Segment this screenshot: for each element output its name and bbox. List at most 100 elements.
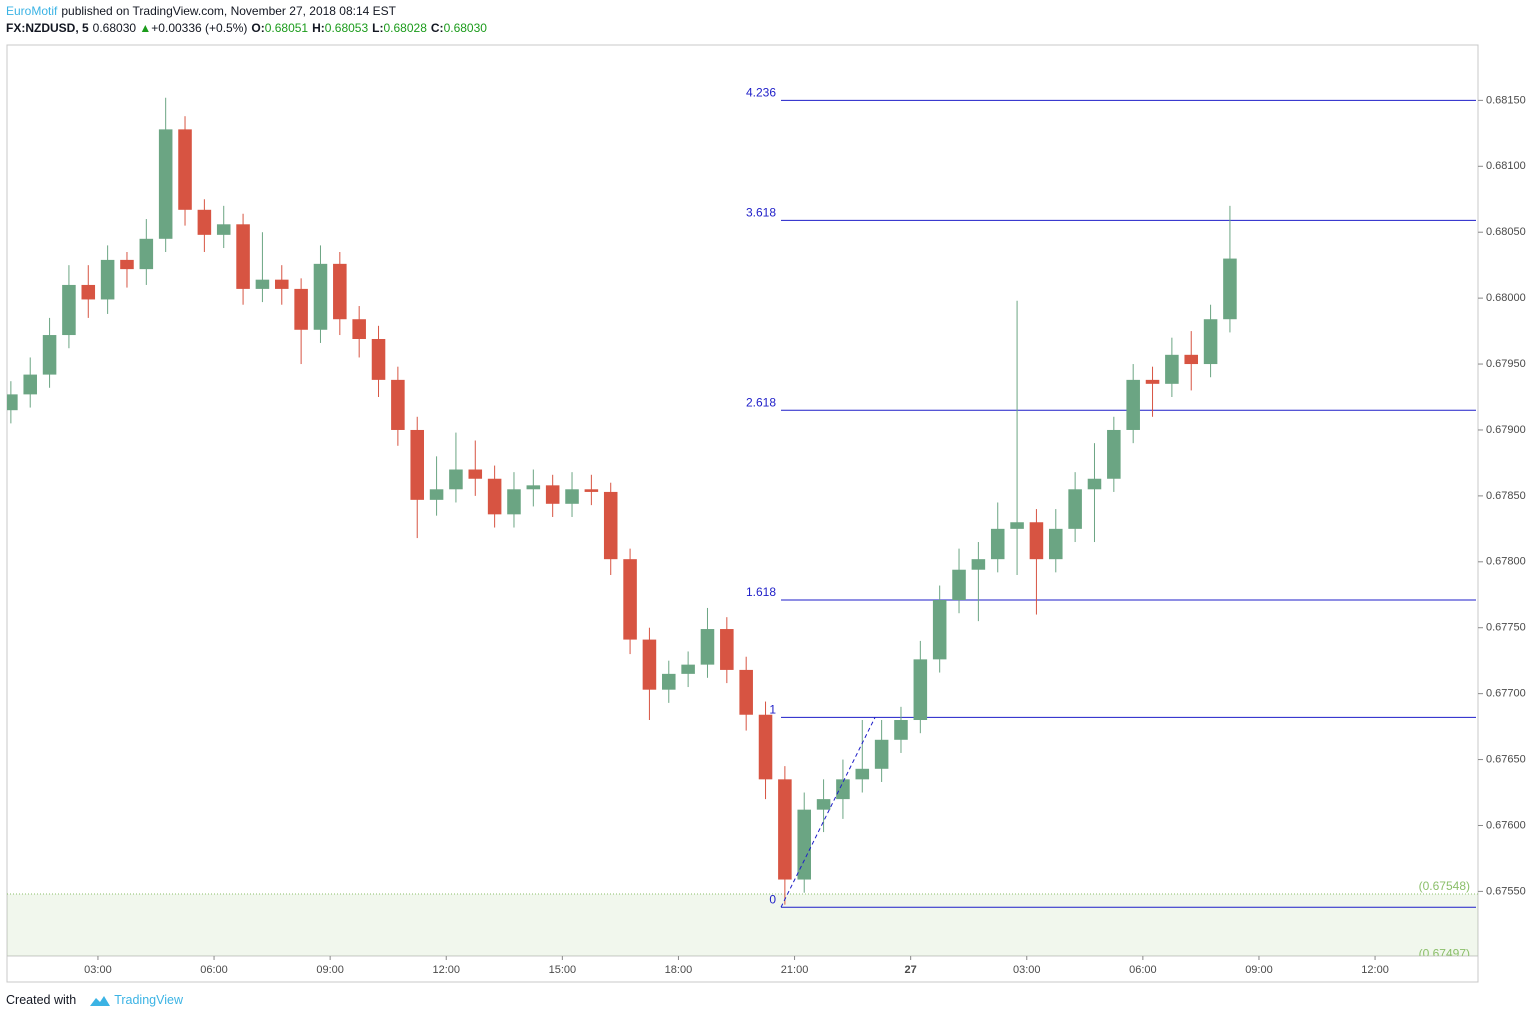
candle-body <box>197 209 212 235</box>
ohlc-value: 0.68053 <box>324 21 369 35</box>
ohlc-label: L: <box>372 21 384 35</box>
created-with: Created with <box>6 993 77 1007</box>
y-tick-label: 0.67850 <box>1486 490 1526 502</box>
zone-label: (0.67548) <box>1419 879 1470 893</box>
candle-body <box>778 779 792 880</box>
candle-body <box>662 673 676 690</box>
candle-body <box>990 528 1005 560</box>
candle-body <box>1165 354 1179 384</box>
candle-body <box>1145 379 1160 384</box>
x-tick-label: 03:00 <box>1013 964 1041 976</box>
candle-body <box>720 629 734 670</box>
y-tick-label: 0.67700 <box>1486 688 1526 700</box>
candle-body <box>971 559 986 570</box>
candle-body <box>1087 478 1102 490</box>
candle-body <box>584 489 599 492</box>
candle-body <box>681 664 695 674</box>
candle-body <box>700 629 715 665</box>
x-tick-label: 12:00 <box>1361 964 1389 976</box>
candle-body <box>352 319 366 339</box>
tradingview-logo[interactable] <box>90 996 110 1006</box>
x-tick-label: 03:00 <box>84 964 112 976</box>
frame <box>6 44 1479 983</box>
candle-body <box>274 279 289 289</box>
candle-body <box>139 238 154 270</box>
ohlc-label: H: <box>312 21 325 35</box>
candle-body <box>894 720 908 740</box>
candle-body <box>565 489 579 504</box>
y-tick-label: 0.67550 <box>1486 885 1526 897</box>
candle-body <box>178 129 192 210</box>
candle-body <box>642 639 657 690</box>
candle-body <box>23 374 37 395</box>
footer: Created with TradingView <box>6 993 183 1007</box>
candle-body <box>42 335 57 375</box>
candle-body <box>526 485 541 490</box>
candle-body <box>1049 528 1063 560</box>
symbol-line: FX:NZDUSD, 5 0.68030 ▲+0.00336 (+0.5%) O:0… <box>6 21 487 35</box>
fib-label: 2.618 <box>746 395 776 409</box>
candle-body <box>1029 522 1044 560</box>
x-tick-label: 15:00 <box>549 964 577 976</box>
x-tick-label: 18:00 <box>665 964 693 976</box>
y-tick-label: 0.67800 <box>1486 556 1526 568</box>
candle-body <box>1223 258 1237 320</box>
candle-body <box>507 489 521 515</box>
x-tick-label: 09:00 <box>316 964 344 976</box>
candle-body <box>294 288 308 330</box>
ohlc-label: O: <box>251 21 265 35</box>
candle-body <box>874 739 889 769</box>
candle-body <box>1184 354 1199 365</box>
trend-line <box>780 717 876 908</box>
candle-body <box>623 559 637 640</box>
published: published on TradingView.com, November 2… <box>61 4 397 18</box>
fib-label: 0 <box>769 892 776 906</box>
candle-body <box>1107 429 1121 479</box>
symbol: FX:NZDUSD, 5 <box>6 21 89 35</box>
candle-body <box>952 569 966 601</box>
zone <box>7 894 1478 956</box>
candle-body <box>932 600 947 660</box>
arrow: ▲ <box>139 21 152 35</box>
candle-body <box>429 489 444 500</box>
candle-body <box>216 224 231 235</box>
author[interactable]: EuroMotif <box>6 4 58 18</box>
y-tick-label: 0.67650 <box>1486 753 1526 765</box>
candle-body <box>468 469 483 479</box>
candle-body <box>410 429 424 500</box>
candle-body <box>603 491 618 560</box>
candle-body <box>391 379 405 430</box>
candle-body <box>739 669 753 715</box>
candle-body <box>449 469 463 490</box>
candle-body <box>371 338 386 380</box>
candle-body <box>120 259 134 270</box>
y-tick-label: 0.67600 <box>1486 819 1526 831</box>
fib-label: 1 <box>769 703 776 717</box>
candle-body <box>797 809 811 880</box>
x-tick-label: 09:00 <box>1245 964 1273 976</box>
last-price: 0.68030 <box>92 21 137 35</box>
ohlc-value: 0.68030 <box>443 21 487 35</box>
zone-label: (0.67497) <box>1419 946 1470 960</box>
y-tick-label: 0.68000 <box>1486 292 1526 304</box>
candle-body <box>158 129 173 239</box>
x-tick-label: 06:00 <box>1129 964 1157 976</box>
x-tick-label: 21:00 <box>781 964 809 976</box>
candle-body <box>913 659 928 721</box>
candle-body <box>1010 522 1024 529</box>
axes: 0.67550 0.67600 0.67650 0.67700 0.67750 0.678… <box>84 94 1526 976</box>
candle-body <box>81 284 96 300</box>
candle-body <box>855 768 870 780</box>
ohlc-value: 0.68028 <box>383 21 427 35</box>
candle-body <box>255 279 270 289</box>
candle-body <box>313 263 328 330</box>
y-tick-label: 0.67950 <box>1486 358 1526 370</box>
y-tick-label: 0.68050 <box>1486 226 1526 238</box>
y-tick-label: 0.68150 <box>1486 94 1526 106</box>
y-tick-label: 0.67750 <box>1486 622 1526 634</box>
logo-icon <box>90 996 110 1006</box>
x-tick-label: 27 <box>905 964 917 976</box>
brand[interactable]: TradingView <box>114 993 183 1007</box>
